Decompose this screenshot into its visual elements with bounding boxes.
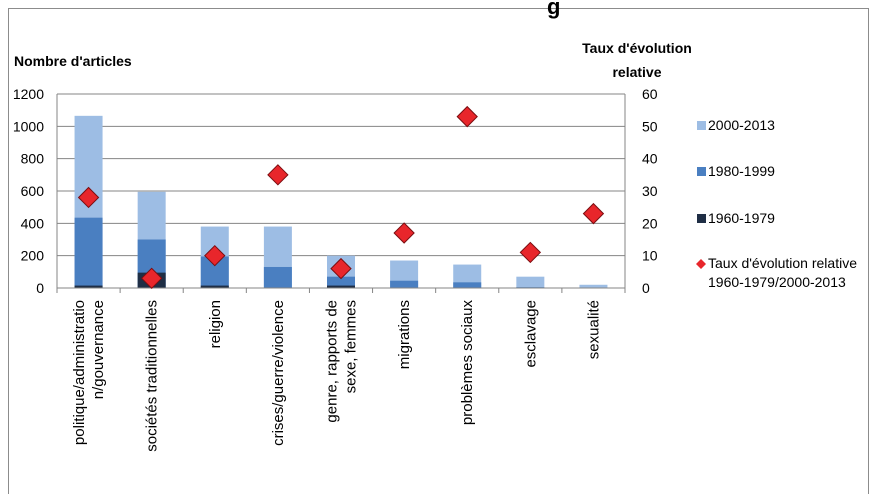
legend-label-2000-2013: 2000-2013 [708,117,775,133]
chart-title-fragment: g [547,0,560,19]
bar-1960-1979-2 [200,285,229,288]
y2-tick-label-5: 50 [642,118,658,134]
x-category-label-5-0: migrations [396,300,413,369]
marker-taux-1 [140,267,163,290]
x-category-label-6-0: problèmes sociaux [459,300,476,426]
bar-2000-2013-6 [453,264,482,288]
markers [77,105,605,290]
bars [74,115,608,288]
y2-tick-label-1: 10 [642,248,658,264]
marker-taux-2 [204,244,226,267]
marker-taux-5 [393,222,415,244]
x-category-label-3-0: crises/guerre/violence [270,300,287,446]
marker-taux-4 [330,257,352,280]
y-tick-label-0: 0 [36,280,44,296]
bar-1980-1999-4 [327,276,355,288]
x-category-label-0-1: n/gouvernance [90,300,107,399]
marker-taux-0 [77,186,100,209]
y-tick-label-1: 200 [21,248,45,264]
legend-label-taux-line-1: Taux d'évolution relative [708,255,857,271]
chart-border [8,8,869,494]
y2-tick-label-3: 30 [642,183,658,199]
y-tick-label-4: 800 [21,151,45,167]
marker-taux-6 [456,105,478,128]
x-category-label-8-0: sexualité [585,300,602,359]
y-axis-title: Nombre d'articles [14,53,132,69]
labels: g 0 200 400 600 800 1000 1200 0 10 20 30 40 50 60 Nombr… [13,0,692,452]
bar-2000-2013-7 [516,276,545,288]
legend-marker-taux [696,259,706,269]
legend: 2000-2013 1980-1999 1960-1979 Taux d'évolut… [696,117,857,290]
legend-label-1980-1999: 1980-1999 [708,163,775,179]
bar-1980-1999-0 [74,217,103,288]
y2-tick-label-4: 40 [642,151,658,167]
y2-tick-label-6: 60 [642,86,658,102]
bar-2000-2013-8 [579,284,608,288]
legend-label-1960-1979: 1960-1979 [708,210,775,226]
x-category-label-4-0: genre, rapports de [324,300,341,423]
y-tick-label-5: 1000 [13,118,44,134]
bar-1980-1999-5 [390,280,419,288]
legend-label-taux-line-2: 1960-1979/2000-2013 [708,274,846,290]
legend-swatch-2000-2013 [697,121,706,130]
marker-taux-8 [582,202,605,225]
marker-taux-7 [519,241,542,264]
x-category-label-1-0: sociétés traditionnelles [144,300,161,452]
bar-1960-1979-4 [327,285,355,288]
bar-1980-1999-6 [453,282,482,288]
y-tick-label-3: 600 [21,183,45,199]
x-category-label-2-0: religion [207,300,224,348]
y2-tick-label-0: 0 [642,280,650,296]
marker-taux-3 [267,164,289,186]
x-category-label-0-0: politique/administratio [71,300,88,445]
x-category-label-7-0: esclavage [522,300,539,368]
y-tick-label-6: 1200 [13,86,44,102]
y2-axis-title-line-1: Taux d'évolution [582,40,692,56]
y-tick-label-2: 400 [21,215,45,231]
chart-frame [8,8,869,494]
bar-1960-1979-0 [74,285,103,288]
legend-swatch-1960-1979 [697,214,706,223]
x-category-label-4-1: sexe, femmes [343,300,360,393]
y2-axis-title-line-2: relative [612,64,661,80]
axes [56,94,626,293]
legend-swatch-1980-1999 [697,167,706,176]
y2-tick-label-2: 20 [642,215,658,231]
bar-1980-1999-3 [263,266,292,288]
